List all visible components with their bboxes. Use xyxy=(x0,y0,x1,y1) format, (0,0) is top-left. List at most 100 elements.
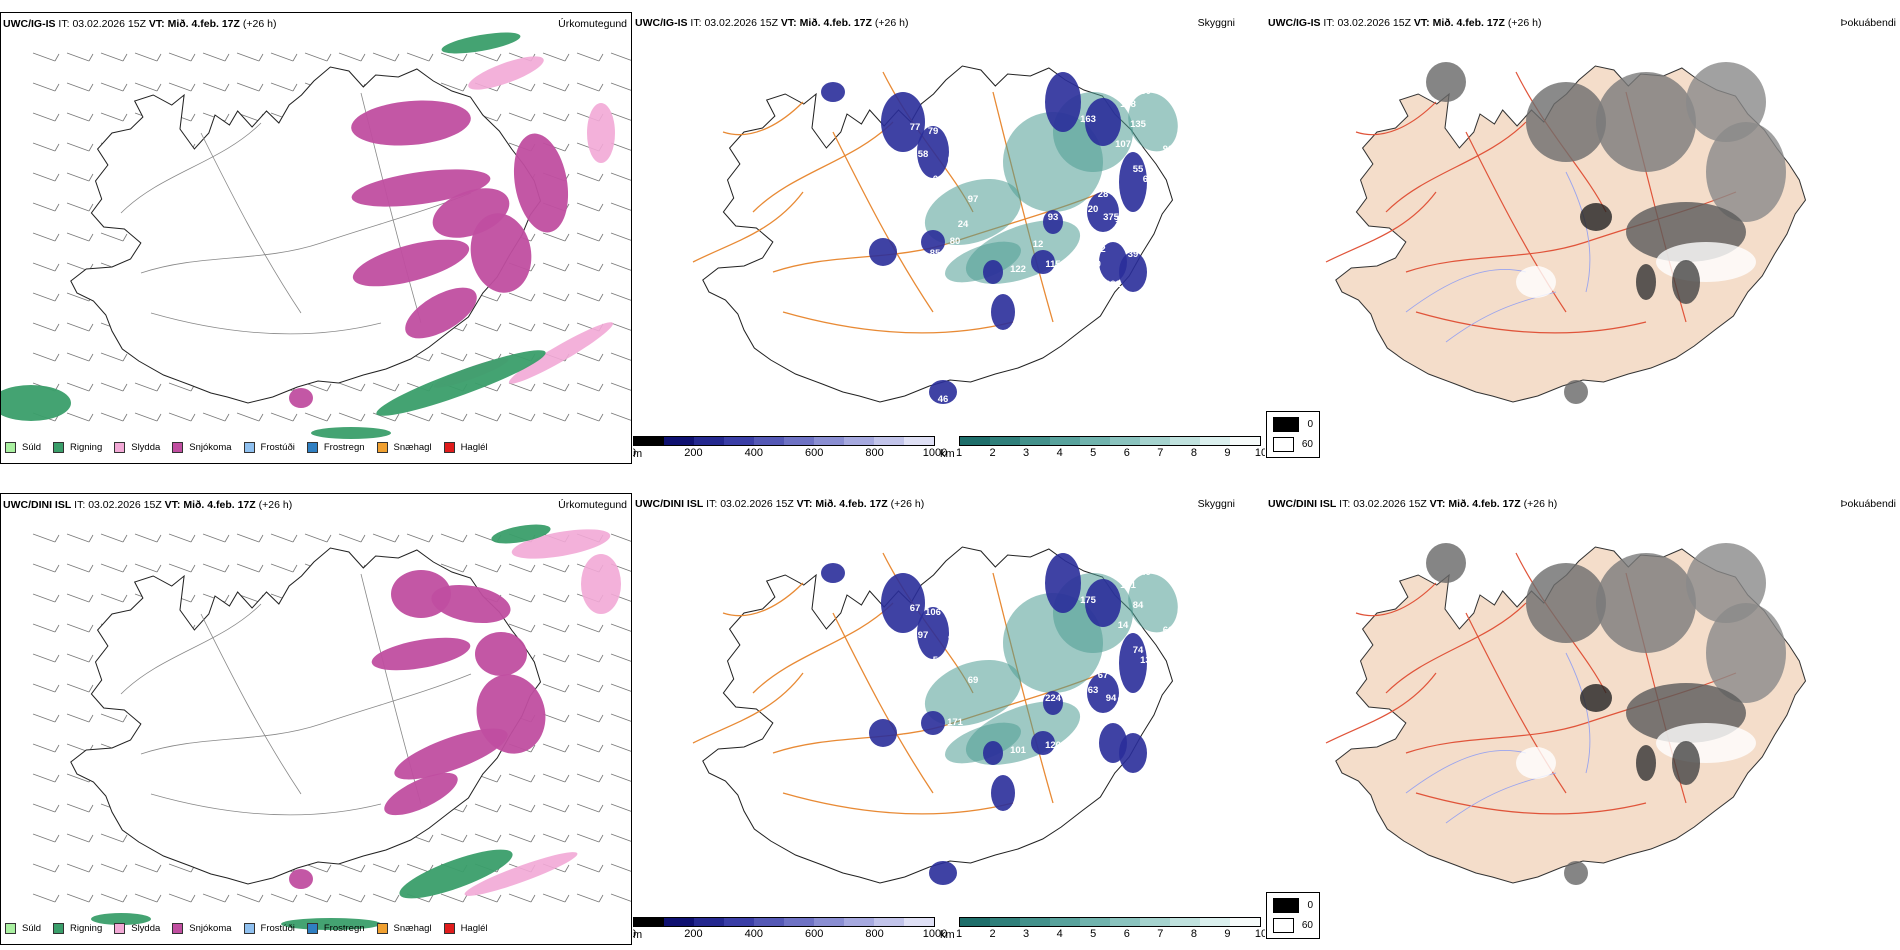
low-cloud-area xyxy=(983,260,1003,284)
low-cloud-area xyxy=(1085,98,1121,146)
colorbar-tick: 0 xyxy=(633,928,636,940)
colorbar-segment xyxy=(904,437,934,445)
cloud-base-label: 163 xyxy=(1080,114,1096,125)
colorbar-tick: 1 xyxy=(955,447,963,459)
rain-area xyxy=(376,350,546,416)
legend-item: Haglél xyxy=(443,923,488,934)
cloud-base-label: 131 xyxy=(1120,580,1137,591)
fog-legend-entry: 60 xyxy=(1273,918,1313,933)
sleet-area xyxy=(464,852,578,896)
colorbar-segment xyxy=(694,437,724,445)
cloud-base-label: 20 xyxy=(1088,204,1099,215)
cloud-base-label: 91 xyxy=(1088,740,1099,751)
cloud-base-label: 85 xyxy=(930,248,941,259)
cloud-base-label: 149 xyxy=(1135,567,1151,578)
sleet-area xyxy=(508,322,614,384)
cloud-base-label: 84 xyxy=(1133,600,1144,611)
visibility-panel-row2: UWC/DINI ISL IT: 03.02.2026 15Z VT: Mið.… xyxy=(633,493,1265,945)
iceland-outline xyxy=(1335,65,1807,403)
legend-item: Snæhagl xyxy=(376,442,432,453)
fog-legend-label: 0 xyxy=(1307,900,1313,911)
legend-swatch xyxy=(306,923,318,934)
legend-swatch xyxy=(243,923,255,934)
panel-title: UWC/IG-IS IT: 03.02.2026 15Z VT: Mið. 4.… xyxy=(635,17,909,29)
cloud-base-label: 101 xyxy=(1010,745,1027,756)
colorbar-tick: 4 xyxy=(1056,928,1063,940)
colorbar-tick: 1000 xyxy=(922,447,948,459)
fog-indicator-area xyxy=(1526,563,1606,643)
precip-legend: Súld Rigning Slydda Snjókoma Frostúði Frostre… xyxy=(5,442,500,453)
legend-item: Haglél xyxy=(443,442,488,453)
legend-item: Snjókoma xyxy=(172,442,232,453)
colorbar-tick: 800 xyxy=(865,928,884,940)
cloud-base-label: 306 xyxy=(1155,710,1171,721)
colorbar-tick: 1 xyxy=(955,928,963,940)
snow-area xyxy=(470,213,532,293)
cloud-base-label: 960 xyxy=(1085,259,1101,270)
cloud-base-label: 120 xyxy=(1045,740,1061,751)
legend-item: Súld xyxy=(5,923,41,934)
colorbar-segment xyxy=(1080,918,1110,926)
low-visibility-area xyxy=(1128,92,1178,152)
colorbar-tick: 400 xyxy=(744,928,763,940)
panel-name: Skyggni xyxy=(1197,17,1235,29)
colorbar-segment xyxy=(754,437,784,445)
rain-area xyxy=(91,913,151,925)
low-visibility-area xyxy=(924,179,1022,245)
cloud-base-label: 224 xyxy=(1045,693,1062,704)
colorbar-segment xyxy=(990,918,1020,926)
fog-indicator-area xyxy=(1564,380,1588,404)
legend-swatch xyxy=(114,442,126,453)
cloud-base-label: 39 xyxy=(1128,249,1139,260)
snow-area xyxy=(289,388,313,408)
fog-legend-swatch xyxy=(1273,437,1294,452)
legend-swatch xyxy=(5,923,16,934)
cloud-base-label: 115 xyxy=(1075,254,1091,265)
snow-area xyxy=(384,772,458,816)
legend-label: Snjókoma xyxy=(189,442,232,453)
cloud-base-label: 63 xyxy=(1088,685,1099,696)
legend-label: Frostúði xyxy=(260,923,295,934)
cloud-base-label: 102 xyxy=(1175,675,1191,686)
legend-item: Frostúði xyxy=(243,923,295,934)
colorbar-segment xyxy=(634,437,664,445)
cloud-base-label: 66 xyxy=(1163,625,1174,636)
cloud-base-label: 115 xyxy=(1045,259,1061,270)
legend-swatch xyxy=(376,923,388,934)
sleet-area xyxy=(468,56,544,90)
legend-swatch xyxy=(172,442,184,453)
cloud-base-label: 77 xyxy=(910,122,921,133)
cloud-base-label: 93 xyxy=(1118,695,1129,706)
visibility-unit: km xyxy=(940,448,955,460)
low-cloud-area xyxy=(881,573,925,633)
legend-label: Haglél xyxy=(460,923,488,934)
panel-name: Þokuábendi xyxy=(1840,17,1896,29)
low-cloud-area xyxy=(1031,731,1055,755)
colorbar-tick: 9 xyxy=(1224,447,1231,459)
rain-area xyxy=(1,385,71,421)
low-visibility-area xyxy=(1128,573,1178,633)
cloud-base-label: 77 xyxy=(948,635,959,646)
cloud-base-label: 74 xyxy=(1133,645,1144,656)
cloud-base-label: 175 xyxy=(1095,565,1112,576)
legend-swatch xyxy=(172,923,184,934)
low-cloud-area xyxy=(917,126,949,178)
fog-legend-swatch xyxy=(1273,898,1300,913)
cloud-base-label: 85 xyxy=(903,252,914,263)
legend-label: Súld xyxy=(22,923,42,934)
low-cloud-area xyxy=(1119,733,1147,773)
legend-item: Frostúði xyxy=(243,442,295,453)
fog-indicator-area xyxy=(1672,260,1700,304)
fog-indicator-area xyxy=(1580,684,1612,712)
colorbar-tick: 5 xyxy=(1090,447,1097,459)
snow-area xyxy=(371,637,471,671)
snow-area xyxy=(513,133,569,233)
visibility-unit: km xyxy=(940,929,955,941)
fog-indicator-area xyxy=(1516,747,1556,779)
iceland-outline xyxy=(1335,546,1807,884)
snow-area xyxy=(352,239,470,287)
colorbar-tick: 10 xyxy=(1254,928,1265,940)
low-cloud-area xyxy=(917,607,949,659)
